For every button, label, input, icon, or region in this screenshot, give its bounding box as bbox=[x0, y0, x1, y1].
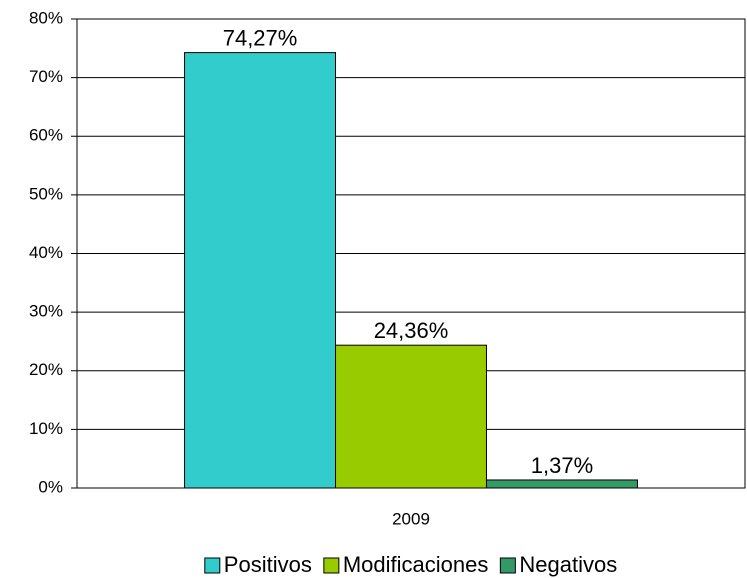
y-tick-label: 70% bbox=[29, 67, 63, 86]
y-tick-label: 10% bbox=[29, 419, 63, 438]
y-tick-label: 0% bbox=[38, 477, 63, 496]
value-label: 24,36% bbox=[374, 318, 449, 343]
value-label: 74,27% bbox=[223, 25, 298, 50]
bar bbox=[335, 344, 487, 489]
legend-swatch bbox=[323, 557, 340, 574]
y-tick-label: 60% bbox=[29, 126, 63, 145]
bar bbox=[184, 52, 337, 489]
legend-swatch bbox=[204, 557, 221, 574]
legend-swatch bbox=[499, 557, 516, 574]
y-tick-label: 50% bbox=[29, 184, 63, 203]
legend-label: Positivos bbox=[224, 552, 312, 577]
bar bbox=[485, 479, 638, 489]
value-label: 1,37% bbox=[531, 453, 593, 478]
legend-label: Modificaciones bbox=[343, 552, 489, 577]
y-tick-label: 80% bbox=[29, 8, 63, 27]
y-tick-label: 30% bbox=[29, 302, 63, 321]
legend-label: Negativos bbox=[519, 552, 617, 577]
x-tick-label: 2009 bbox=[392, 509, 430, 528]
y-tick-label: 40% bbox=[29, 243, 63, 262]
y-tick-label: 20% bbox=[29, 360, 63, 379]
